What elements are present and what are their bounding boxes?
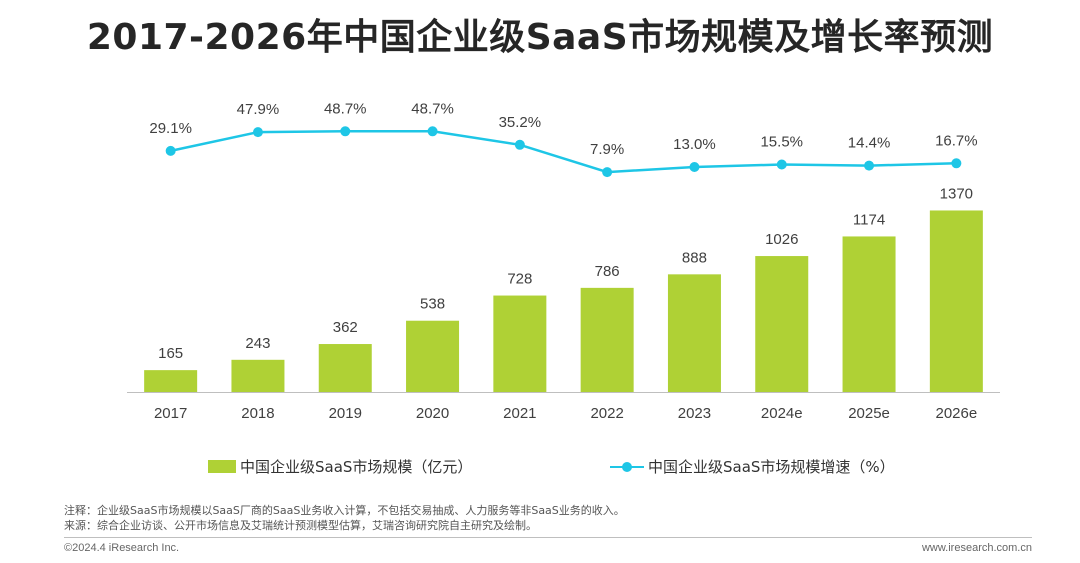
growth-point-2025e <box>864 160 875 171</box>
growth-label-2026e: 16.7% <box>935 132 978 149</box>
tick-label-2025e: 2025e <box>848 405 890 422</box>
copyright: ©2024.4 iResearch Inc. <box>64 542 180 554</box>
tick-label-2018: 2018 <box>241 405 274 422</box>
growth-label-2018: 47.9% <box>237 101 280 118</box>
bar-2020 <box>406 320 460 392</box>
growth-point-2018 <box>252 127 263 138</box>
website-link[interactable]: www.iresearch.com.cn <box>921 542 1032 554</box>
bar-2026e <box>929 210 983 392</box>
chart-canvas: 165 2017 243 2018 362 2019 538 2020 728 2021 786 20… <box>127 100 1000 422</box>
growth-point-2022 <box>602 167 613 178</box>
tick-label-2024e: 2024e <box>761 405 803 422</box>
bar-2025e <box>842 236 896 392</box>
bar-2017 <box>144 370 198 392</box>
bar-label-2019: 362 <box>333 319 358 336</box>
tick-label-2021: 2021 <box>503 405 536 422</box>
legend-line-label: 中国企业级SaaS市场规模增速（%） <box>648 458 895 476</box>
growth-label-2024e: 15.5% <box>760 134 803 151</box>
bar-2023 <box>667 274 721 392</box>
bar-2024e <box>755 256 809 392</box>
tick-label-2019: 2019 <box>329 405 362 422</box>
bar-2022 <box>580 287 634 392</box>
legend-line: 中国企业级SaaS市场规模增速（%） <box>610 456 895 477</box>
tick-label-2022: 2022 <box>590 405 623 422</box>
bar-2018 <box>231 359 285 392</box>
notes: 注释：企业级SaaS市场规模以SaaS厂商的SaaS业务收入计算，不包括交易抽成… <box>64 503 625 533</box>
bar-label-2024e: 1026 <box>765 231 798 248</box>
bar-label-2017: 165 <box>158 345 183 362</box>
growth-line <box>170 130 957 174</box>
bar-label-2025e: 1174 <box>853 211 885 228</box>
legend-line-swatch <box>610 460 644 473</box>
growth-point-2024e <box>776 159 787 170</box>
tick-label-2020: 2020 <box>416 405 449 422</box>
growth-label-2025e: 14.4% <box>848 135 891 152</box>
legend-bar-swatch <box>208 460 236 473</box>
growth-label-2019: 48.7% <box>324 100 367 117</box>
growth-label-2022: 7.9% <box>590 141 624 158</box>
bar-2019 <box>318 344 372 392</box>
bar-label-2020: 538 <box>420 296 445 313</box>
growth-point-2020 <box>427 126 438 137</box>
bar-label-2023: 888 <box>682 249 707 266</box>
tick-label-2017: 2017 <box>154 405 187 422</box>
growth-label-2020: 48.7% <box>411 100 454 117</box>
growth-point-2023 <box>689 162 700 172</box>
bar-2021 <box>493 295 547 392</box>
legend-bar: 中国企业级SaaS市场规模（亿元） <box>208 456 472 477</box>
bar-label-2018: 243 <box>245 335 270 352</box>
legend-bar-label: 中国企业级SaaS市场规模（亿元） <box>240 458 473 476</box>
growth-label-2017: 29.1% <box>149 120 192 137</box>
growth-point-2026e <box>951 158 962 169</box>
bar-label-2026e: 1370 <box>940 185 973 202</box>
source-text: 来源：综合企业访谈、公开市场信息及艾瑞统计预测模型估算，艾瑞咨询研究院自主研究及… <box>64 519 537 532</box>
growth-label-2021: 35.2% <box>499 114 542 131</box>
note-text: 注释：企业级SaaS市场规模以SaaS厂商的SaaS业务收入计算，不包括交易抽成… <box>64 504 625 517</box>
tick-label-2023: 2023 <box>678 405 711 422</box>
bar-label-2021: 728 <box>507 271 532 288</box>
tick-label-2026e: 2026e <box>935 405 977 422</box>
growth-point-2017 <box>165 145 176 156</box>
growth-label-2023: 13.0% <box>673 136 716 153</box>
growth-point-2019 <box>340 126 351 137</box>
growth-point-2021 <box>514 139 525 150</box>
chart-title: 2017-2026年中国企业级SaaS市场规模及增长率预测 <box>86 17 994 58</box>
bar-label-2022: 786 <box>595 263 620 280</box>
footer-divider <box>64 537 1032 538</box>
